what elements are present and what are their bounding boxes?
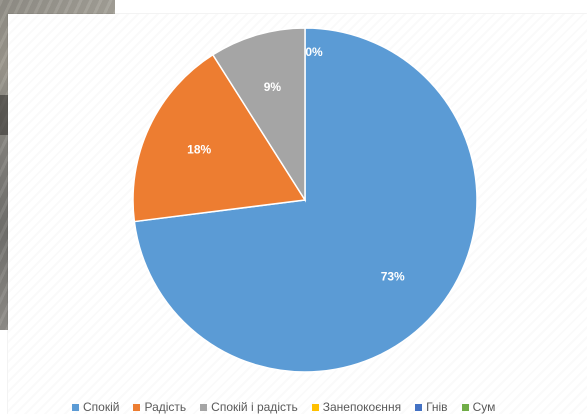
legend-label: Радість <box>144 400 187 414</box>
legend-swatch <box>461 403 469 411</box>
legend-item-radist: Радість <box>133 400 186 414</box>
legend-item-spokii: Спокій <box>72 400 119 414</box>
legend-label: Спокій і радість <box>211 400 298 414</box>
legend-item-hniv: Гнів <box>415 400 448 414</box>
legend-swatch <box>311 403 319 411</box>
legend-item-sum: Сум <box>461 400 496 414</box>
legend-swatch <box>133 403 141 411</box>
slice-data-label-1: 18% <box>187 142 211 156</box>
legend-item-spokii-i-radist: Спокій і радість <box>200 400 298 414</box>
chart-legend: Спокій Радість Спокій і радість Занепоко… <box>72 400 495 414</box>
slice-data-label-3: 0% <box>305 45 323 59</box>
legend-swatch <box>200 403 208 411</box>
pie-chart: 73% 18% 9% 0% <box>132 27 478 373</box>
legend-label: Занепокоєння <box>322 400 402 414</box>
pie-slice-2 <box>211 27 306 203</box>
slice-data-label-2: 9% <box>264 80 282 94</box>
legend-label: Сум <box>472 400 496 414</box>
slice-data-label-0: 73% <box>381 270 405 284</box>
background-top-strip <box>115 0 587 14</box>
legend-swatch <box>72 403 79 411</box>
pie-slice-1 <box>132 53 307 223</box>
legend-label: Гнів <box>426 400 448 414</box>
pie-chart-card: 73% 18% 9% 0% Спокій Радість Спокій і радіс… <box>8 14 587 414</box>
legend-item-zanepokoiennia: Занепокоєння <box>311 400 402 414</box>
legend-label: Спокій <box>83 400 120 414</box>
legend-swatch <box>415 403 423 411</box>
